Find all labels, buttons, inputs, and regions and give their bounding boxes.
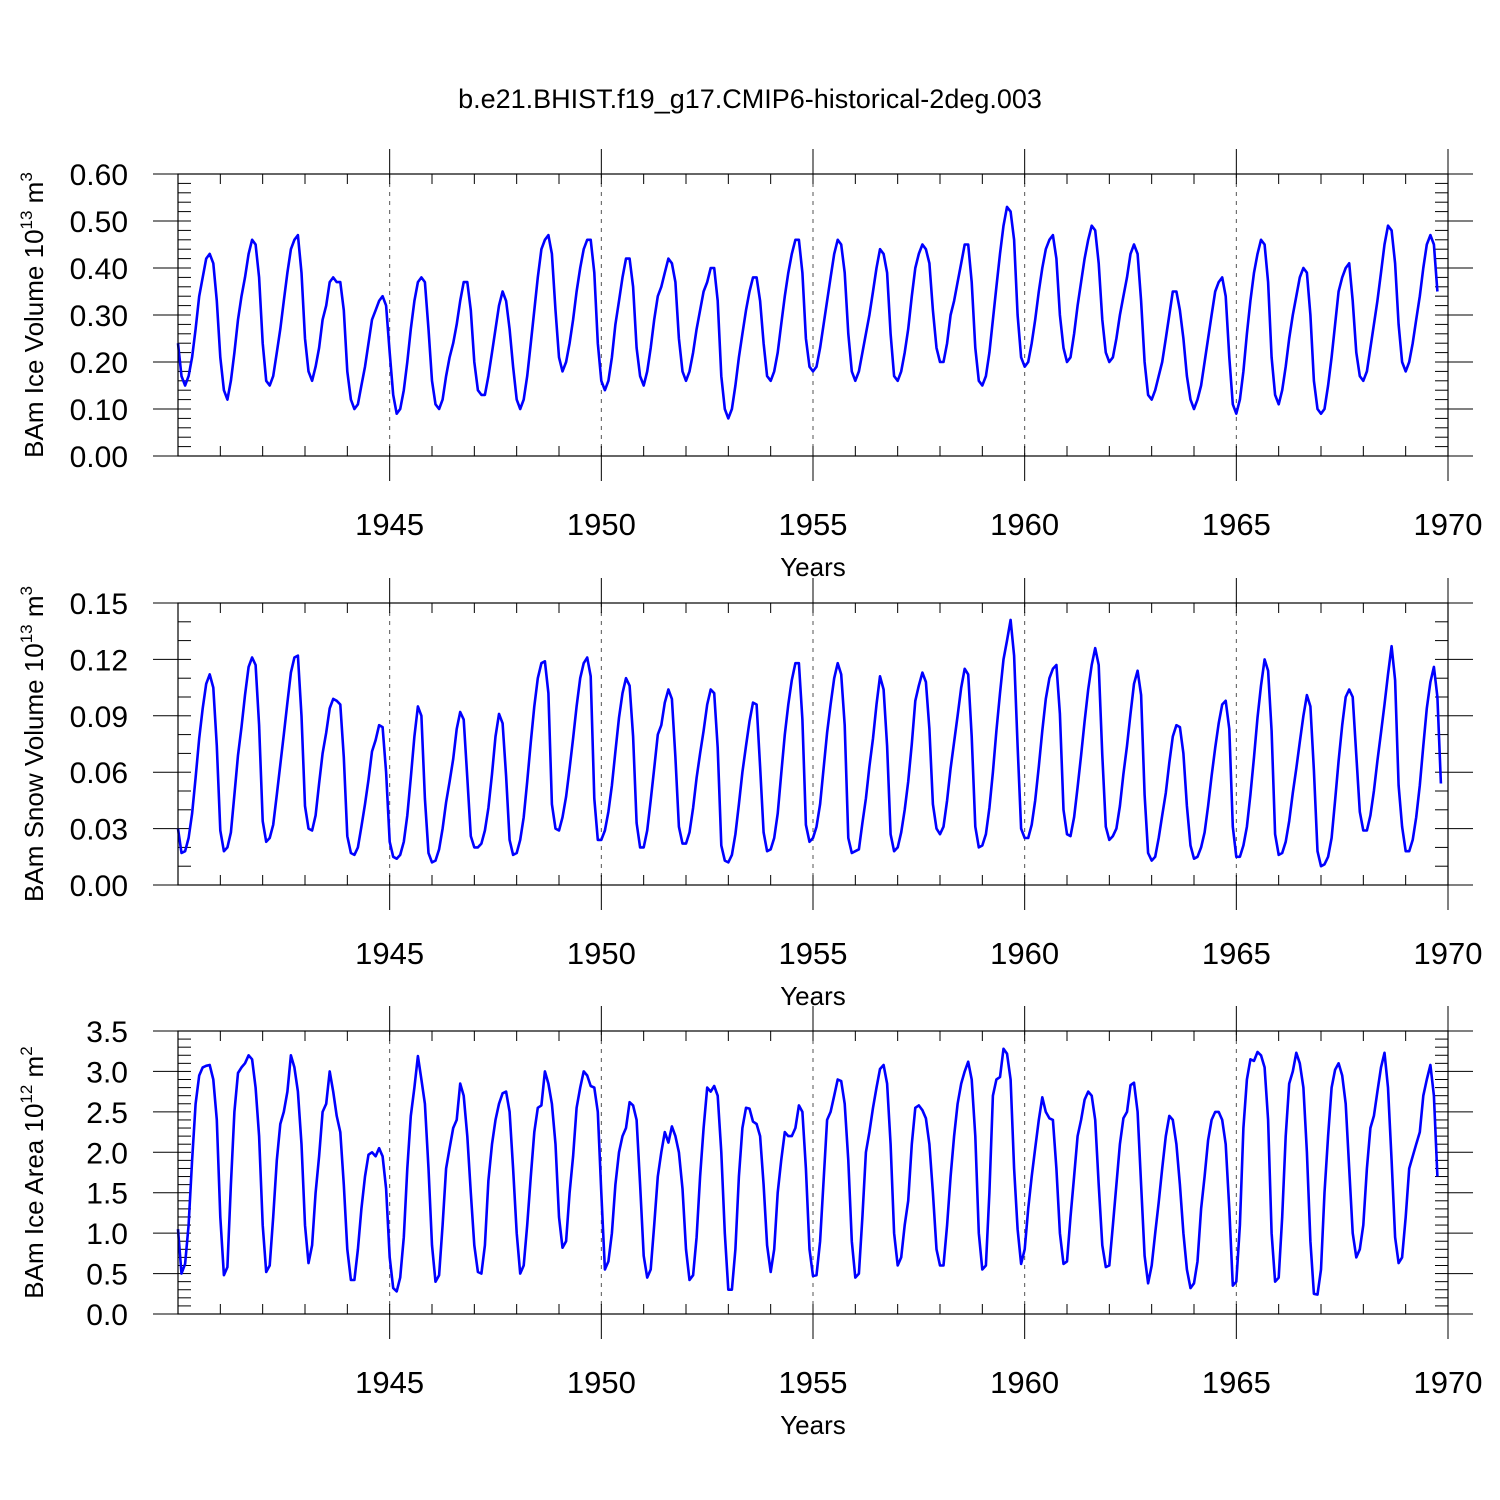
ice-volume-ytick-label: 0.20: [70, 347, 128, 380]
ice-volume-xtick-label: 1970: [1414, 507, 1483, 542]
ice-area-series-line: [176, 1047, 1439, 1296]
ice-area-y-axis-label-part: 2: [17, 1046, 36, 1055]
snow-volume-ytick-label: 0.15: [70, 588, 128, 621]
ice-area-xtick-label: 1960: [990, 1365, 1059, 1400]
ice-area-panel: 0.0 0.5 1.0 1.5 2.0 2.5 3.0 3.5 1945 1950 1955 1960…: [17, 1006, 1482, 1440]
ice-volume-y-axis-label-part: 13: [17, 211, 36, 230]
ice-volume-xtick-label: 1960: [990, 507, 1059, 542]
ice-area-xtick-label: 1950: [567, 1365, 636, 1400]
ice-volume-ytick-label: 0.10: [70, 394, 128, 427]
ice-area-y-axis-label: BAm Ice Area 1012 m2: [17, 1046, 49, 1298]
snow-volume-ytick-label: 0.09: [70, 701, 128, 734]
ice-area-ytick-label: 2.5: [86, 1097, 128, 1130]
ice-area-ytick-label: 1.0: [86, 1218, 128, 1251]
ice-area-xtick-label: 1955: [779, 1365, 848, 1400]
ice-volume-y-axis-label: BAm Ice Volume 1013 m3: [17, 172, 49, 458]
ice-area-xtick-label: 1970: [1414, 1365, 1483, 1400]
ice-area-x-axis-label: Years: [780, 1410, 846, 1440]
ice-volume-ytick-label: 0.00: [70, 441, 128, 474]
snow-volume-xtick-label: 1955: [779, 936, 848, 971]
snow-volume-y-axis-label-part: 3: [17, 586, 36, 595]
ice-area-ytick-label: 0.5: [86, 1259, 128, 1292]
ice-volume-xtick-label: 1950: [567, 507, 636, 542]
snow-volume-y-axis-label-part: m: [19, 595, 49, 624]
ice-volume-xtick-label: 1965: [1202, 507, 1271, 542]
snow-volume-xtick-label: 1960: [990, 936, 1059, 971]
snow-volume-ytick-label: 0.03: [70, 814, 128, 847]
ice-area-y-axis-label-part: BAm Ice Area 10: [19, 1104, 49, 1299]
ice-volume-xtick-label: 1945: [355, 507, 424, 542]
snow-volume-series-line: [176, 618, 1443, 868]
ice-volume-plot-frame: [177, 173, 1449, 457]
snow-volume-y-axis-label-part: BAm Snow Volume 10: [19, 643, 49, 902]
ice-volume-ytick-label: 0.40: [70, 253, 128, 286]
ice-volume-series-line: [176, 205, 1439, 420]
ice-area-y-axis-label-part: 12: [17, 1085, 36, 1104]
ice-volume-x-axis-label: Years: [780, 552, 846, 582]
snow-volume-xtick-label: 1950: [567, 936, 636, 971]
ice-volume-panel: 0.00 0.10 0.20 0.30 0.40 0.50 0.60 1945 1950 1955…: [17, 149, 1482, 582]
ice-area-plot-frame: [177, 1030, 1449, 1315]
snow-volume-xtick-label: 1945: [355, 936, 424, 971]
snow-volume-ytick-label: 0.06: [70, 757, 128, 790]
ice-area-ytick-label: 3.5: [86, 1016, 128, 1049]
ice-area-y-axis-label-part: m: [19, 1056, 49, 1085]
ice-volume-y-axis-label-part: BAm Ice Volume 10: [19, 229, 49, 457]
ice-area-ytick-label: 0.0: [86, 1299, 128, 1332]
snow-volume-plot-frame: [177, 602, 1449, 886]
ice-area-xtick-label: 1945: [355, 1365, 424, 1400]
ice-volume-y-axis-label-part: 3: [17, 172, 36, 181]
ice-area-xtick-label: 1965: [1202, 1365, 1271, 1400]
ice-volume-ytick-label: 0.50: [70, 206, 128, 239]
ice-volume-ytick-label: 0.30: [70, 300, 128, 333]
ice-volume-y-axis-label-part: m: [19, 182, 49, 211]
ice-volume-xtick-label: 1955: [779, 507, 848, 542]
snow-volume-xtick-label: 1965: [1202, 936, 1271, 971]
ice-volume-ytick-label: 0.60: [70, 159, 128, 192]
snow-volume-y-axis-label: BAm Snow Volume 1013 m3: [17, 586, 49, 902]
snow-volume-ytick-label: 0.12: [70, 644, 128, 677]
snow-volume-panel: 0.00 0.03 0.06 0.09 0.12 0.15 1945 1950 1955 1960…: [17, 578, 1482, 1011]
ice-area-ytick-label: 1.5: [86, 1178, 128, 1211]
ice-area-ytick-label: 2.0: [86, 1137, 128, 1170]
snow-volume-y-axis-label-part: 13: [17, 624, 36, 643]
snow-volume-ytick-label: 0.00: [70, 870, 128, 903]
figure-title: b.e21.BHIST.f19_g17.CMIP6-historical-2de…: [458, 84, 1042, 114]
ice-area-ytick-label: 3.0: [86, 1056, 128, 1089]
snow-volume-xtick-label: 1970: [1414, 936, 1483, 971]
